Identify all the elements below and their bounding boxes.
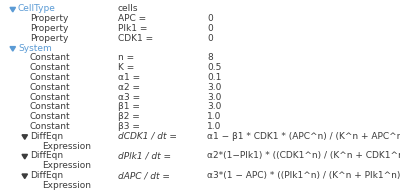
Text: dPlk1 / dt =: dPlk1 / dt = [118, 151, 171, 160]
Text: K =: K = [118, 63, 134, 72]
Text: Property: Property [30, 24, 68, 33]
Text: n =: n = [118, 53, 134, 62]
Text: α2*(1−Plk1) * ((CDK1^n) / (K^n + CDK1^n)) − β2*Plk1: α2*(1−Plk1) * ((CDK1^n) / (K^n + CDK1^n)… [207, 151, 400, 160]
Text: 1.0: 1.0 [207, 122, 221, 131]
Text: Constant: Constant [30, 122, 71, 131]
Text: Constant: Constant [30, 53, 71, 62]
Text: Plk1 =: Plk1 = [118, 24, 147, 33]
Text: 0: 0 [207, 24, 213, 33]
Text: 0.5: 0.5 [207, 63, 221, 72]
Text: System: System [18, 44, 52, 53]
Text: α1 =: α1 = [118, 73, 140, 82]
Text: Property: Property [30, 34, 68, 43]
Text: Property: Property [30, 14, 68, 23]
Polygon shape [22, 135, 28, 139]
Text: 1.0: 1.0 [207, 112, 221, 121]
Text: β1 =: β1 = [118, 102, 140, 111]
Text: β2 =: β2 = [118, 112, 140, 121]
Text: DiffEqn: DiffEqn [30, 151, 63, 160]
Text: DiffEqn: DiffEqn [30, 171, 63, 180]
Text: Constant: Constant [30, 63, 71, 72]
Text: Constant: Constant [30, 73, 71, 82]
Text: α3 =: α3 = [118, 93, 140, 102]
Text: 3.0: 3.0 [207, 93, 221, 102]
Text: α2 =: α2 = [118, 83, 140, 92]
Text: β3 =: β3 = [118, 122, 140, 131]
Text: Expression: Expression [42, 181, 91, 190]
Text: Constant: Constant [30, 93, 71, 102]
Text: 0: 0 [207, 34, 213, 43]
Polygon shape [10, 47, 16, 51]
Text: 8: 8 [207, 53, 213, 62]
Text: 0.1: 0.1 [207, 73, 221, 82]
Text: Constant: Constant [30, 102, 71, 111]
Text: dAPC / dt =: dAPC / dt = [118, 171, 170, 180]
Polygon shape [10, 7, 16, 12]
Polygon shape [22, 154, 28, 159]
Text: APC =: APC = [118, 14, 146, 23]
Text: Constant: Constant [30, 112, 71, 121]
Text: Expression: Expression [42, 161, 91, 170]
Text: α1 − β1 * CDK1 * (APC^n) / (K^n + APC^n): α1 − β1 * CDK1 * (APC^n) / (K^n + APC^n) [207, 132, 400, 141]
Text: Expression: Expression [42, 142, 91, 151]
Text: 3.0: 3.0 [207, 83, 221, 92]
Text: 3.0: 3.0 [207, 102, 221, 111]
Text: DiffEqn: DiffEqn [30, 132, 63, 141]
Text: α3*(1 − APC) * ((Plk1^n) / (K^n + Plk1^n)) − β3*APC: α3*(1 − APC) * ((Plk1^n) / (K^n + Plk1^n… [207, 171, 400, 180]
Text: 0: 0 [207, 14, 213, 23]
Text: dCDK1 / dt =: dCDK1 / dt = [118, 132, 177, 141]
Text: CDK1 =: CDK1 = [118, 34, 153, 43]
Text: CellType: CellType [18, 4, 56, 13]
Text: cells: cells [118, 4, 138, 13]
Polygon shape [22, 174, 28, 179]
Text: Constant: Constant [30, 83, 71, 92]
